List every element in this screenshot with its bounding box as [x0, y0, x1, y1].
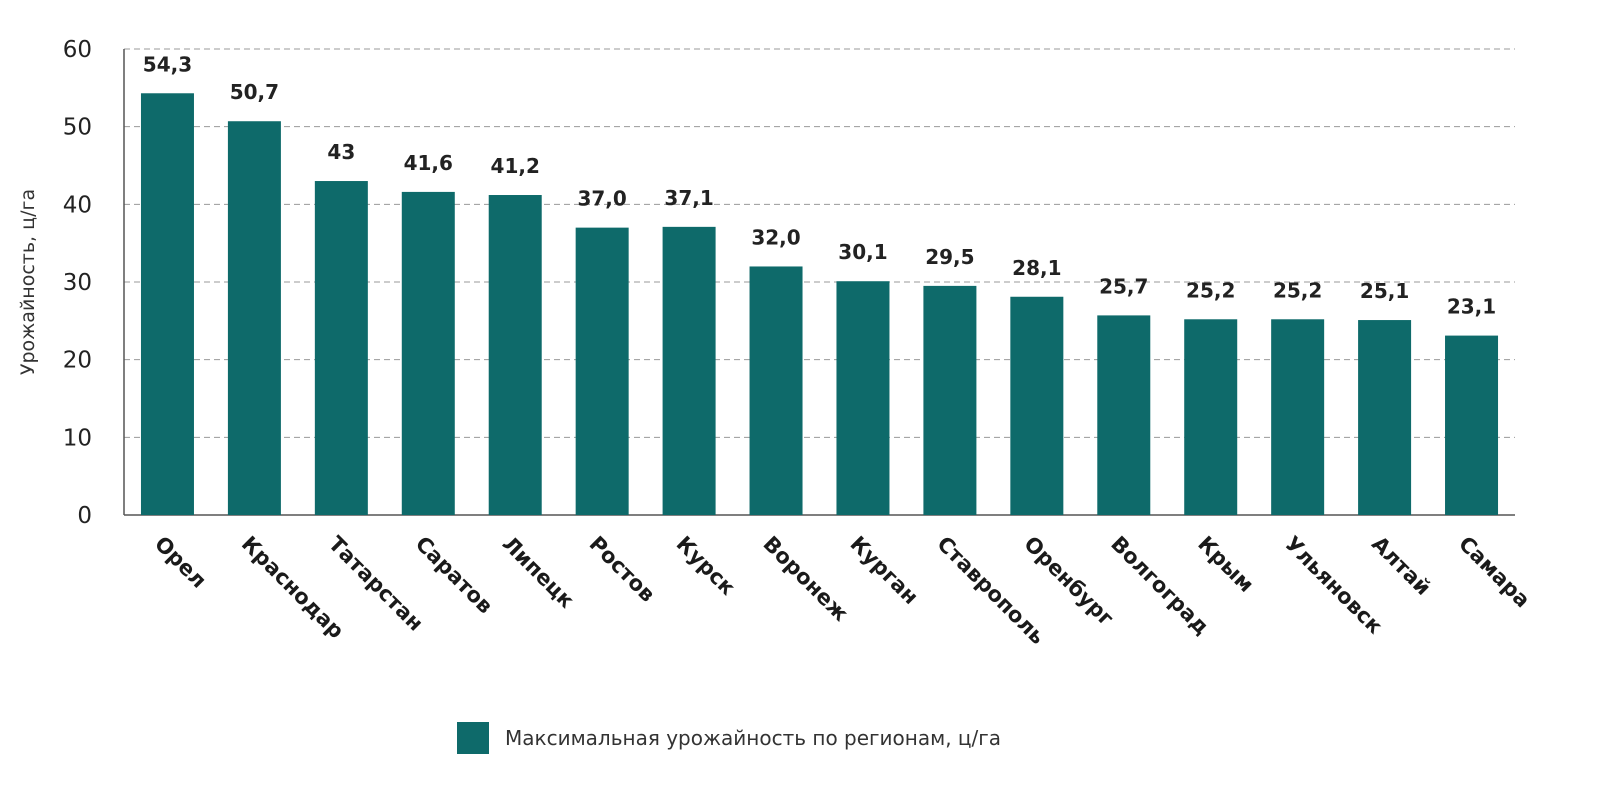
- value-label: 25,1: [1360, 279, 1409, 303]
- y-tick-label: 30: [63, 270, 92, 296]
- bars: [140, 93, 1499, 516]
- y-tick-label: 10: [63, 425, 92, 451]
- category-label: Самара: [1454, 532, 1535, 613]
- value-label: 50,7: [230, 80, 279, 104]
- category-label: Крым: [1193, 532, 1258, 597]
- bar: [1184, 319, 1238, 515]
- y-tick-label: 0: [77, 503, 92, 529]
- category-label: Курск: [672, 532, 740, 600]
- bar: [1358, 320, 1412, 515]
- value-label: 32,0: [751, 225, 800, 249]
- legend-label: Максимальная урожайность по регионам, ц/…: [505, 726, 1001, 750]
- bar: [1271, 319, 1325, 515]
- value-label: 28,1: [1012, 256, 1061, 280]
- y-tick-label: 60: [63, 37, 92, 63]
- value-label: 25,2: [1273, 278, 1322, 302]
- value-label: 25,2: [1186, 278, 1235, 302]
- value-label: 41,2: [491, 154, 540, 178]
- value-label: 30,1: [838, 240, 887, 264]
- bar: [1445, 335, 1499, 515]
- legend-swatch: [457, 722, 489, 754]
- bar: [401, 191, 455, 515]
- bar: [488, 195, 542, 515]
- bar: [314, 181, 368, 516]
- y-tick-label: 50: [63, 115, 92, 141]
- bar: [1097, 315, 1151, 515]
- bar: [140, 93, 194, 516]
- bar: [923, 285, 977, 515]
- value-label: 43: [327, 140, 355, 164]
- y-axis-title: Урожайность, ц/га: [17, 189, 39, 375]
- category-label: Саратов: [411, 532, 498, 619]
- value-label: 37,1: [664, 186, 713, 210]
- bar: [662, 226, 716, 515]
- category-label: Алтай: [1367, 532, 1435, 600]
- value-label: 25,7: [1099, 274, 1148, 298]
- legend: Максимальная урожайность по регионам, ц/…: [457, 722, 1001, 754]
- value-label: 54,3: [143, 52, 192, 76]
- bar: [575, 227, 629, 515]
- y-tick-label: 40: [63, 192, 92, 218]
- y-tick-label: 20: [63, 348, 92, 374]
- value-label: 37,0: [577, 187, 626, 211]
- bar: [1010, 296, 1064, 515]
- bar: [836, 281, 890, 515]
- category-label: Орел: [150, 532, 211, 593]
- value-label: 29,5: [925, 245, 974, 269]
- bar: [749, 266, 803, 515]
- category-label: Ростов: [585, 532, 660, 607]
- category-label: Воронеж: [758, 532, 853, 627]
- value-label: 23,1: [1447, 295, 1496, 319]
- value-label: 41,6: [404, 151, 453, 175]
- y-axis-ticks: 0 10 20 30 40 50 60: [63, 37, 92, 529]
- value-labels: 54,3 50,7 43 41,6 41,2 37,0 37,1 32,0 30,1 29,5 28…: [143, 52, 1496, 318]
- category-label: Курган: [845, 532, 922, 609]
- bar: [227, 121, 281, 515]
- category-label: Липецк: [498, 532, 579, 613]
